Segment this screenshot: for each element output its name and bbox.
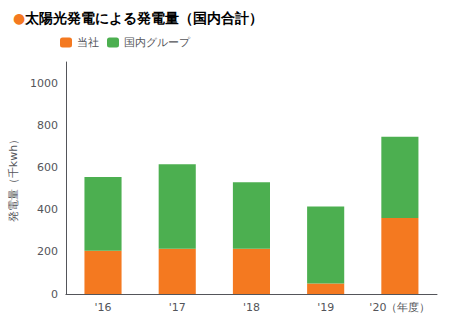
svg-text:'18: '18 (243, 301, 260, 314)
svg-text:●: ● (13, 10, 25, 26)
svg-text:'17: '17 (169, 301, 186, 314)
svg-text:1000: 1000 (30, 77, 58, 90)
svg-text:'19: '19 (317, 301, 334, 314)
svg-text:'16: '16 (94, 301, 111, 314)
svg-text:800: 800 (37, 119, 58, 132)
svg-text:発電量（千kwh）: 発電量（千kwh） (7, 134, 20, 222)
svg-text:200: 200 (37, 245, 58, 258)
svg-text:国内グループ: 国内グループ (124, 36, 191, 49)
svg-text:'20（年度）: '20（年度） (369, 301, 430, 314)
svg-text:600: 600 (37, 161, 58, 174)
svg-text:0: 0 (51, 288, 58, 301)
svg-text:当社: 当社 (77, 36, 99, 49)
svg-text:太陽光発電による発電量（国内合計）: 太陽光発電による発電量（国内合計） (24, 10, 263, 26)
svg-text:400: 400 (37, 203, 58, 216)
